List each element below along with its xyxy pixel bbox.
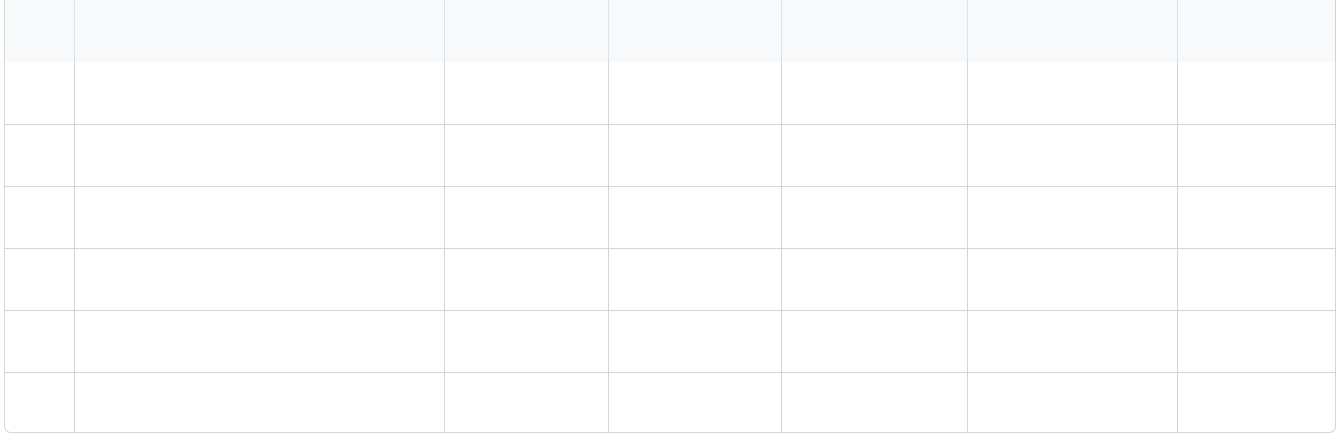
- table-cell[interactable]: [1177, 309, 1335, 372]
- table-cell[interactable]: [781, 62, 968, 124]
- column-header-7[interactable]: [1177, 0, 1335, 62]
- table-cell[interactable]: [608, 371, 782, 432]
- table-cell[interactable]: [781, 123, 968, 186]
- table-cell[interactable]: [781, 185, 968, 248]
- table-cell[interactable]: [967, 371, 1178, 432]
- table-cell[interactable]: [74, 309, 445, 372]
- table-cell[interactable]: [74, 247, 445, 310]
- column-header-1[interactable]: [5, 0, 75, 62]
- table-cell[interactable]: [781, 247, 968, 310]
- table-cell[interactable]: [781, 371, 968, 432]
- table-cell[interactable]: [967, 309, 1178, 372]
- table-cell[interactable]: [74, 123, 445, 186]
- table-cell[interactable]: [1177, 62, 1335, 124]
- table-row[interactable]: [5, 371, 1335, 432]
- table-cell[interactable]: [5, 247, 75, 310]
- table-cell[interactable]: [444, 309, 609, 372]
- column-header-2[interactable]: [74, 0, 445, 62]
- table-cell[interactable]: [444, 371, 609, 432]
- table-cell[interactable]: [967, 62, 1178, 124]
- table-cell[interactable]: [74, 371, 445, 432]
- table-cell[interactable]: [444, 185, 609, 248]
- table-cell[interactable]: [5, 185, 75, 248]
- table-cell[interactable]: [5, 309, 75, 372]
- table-row[interactable]: [5, 185, 1335, 248]
- column-header-5[interactable]: [781, 0, 968, 62]
- table-cell[interactable]: [967, 123, 1178, 186]
- column-header-6[interactable]: [967, 0, 1178, 62]
- table-cell[interactable]: [5, 371, 75, 432]
- data-table: [5, 0, 1335, 432]
- table-cell[interactable]: [967, 247, 1178, 310]
- table-row[interactable]: [5, 247, 1335, 310]
- table-row[interactable]: [5, 123, 1335, 186]
- table-cell[interactable]: [1177, 247, 1335, 310]
- table-cell[interactable]: [781, 309, 968, 372]
- table-cell[interactable]: [444, 62, 609, 124]
- table-cell[interactable]: [967, 185, 1178, 248]
- table-cell[interactable]: [608, 123, 782, 186]
- table-cell[interactable]: [74, 185, 445, 248]
- column-header-3[interactable]: [444, 0, 609, 62]
- table-cell[interactable]: [608, 185, 782, 248]
- table-cell[interactable]: [1177, 123, 1335, 186]
- table-cell[interactable]: [5, 62, 75, 124]
- header-row: [5, 0, 1335, 62]
- table-cell[interactable]: [5, 123, 75, 186]
- table-row[interactable]: [5, 62, 1335, 124]
- table-cell[interactable]: [608, 62, 782, 124]
- table-cell[interactable]: [1177, 185, 1335, 248]
- table-body: [5, 62, 1335, 432]
- table-cell[interactable]: [608, 247, 782, 310]
- column-header-4[interactable]: [608, 0, 782, 62]
- table-cell[interactable]: [74, 62, 445, 124]
- table-row[interactable]: [5, 309, 1335, 372]
- table-header: [5, 0, 1335, 62]
- data-grid: [4, 0, 1336, 433]
- table-cell[interactable]: [1177, 371, 1335, 432]
- table-cell[interactable]: [608, 309, 782, 372]
- table-cell[interactable]: [444, 123, 609, 186]
- table-cell[interactable]: [444, 247, 609, 310]
